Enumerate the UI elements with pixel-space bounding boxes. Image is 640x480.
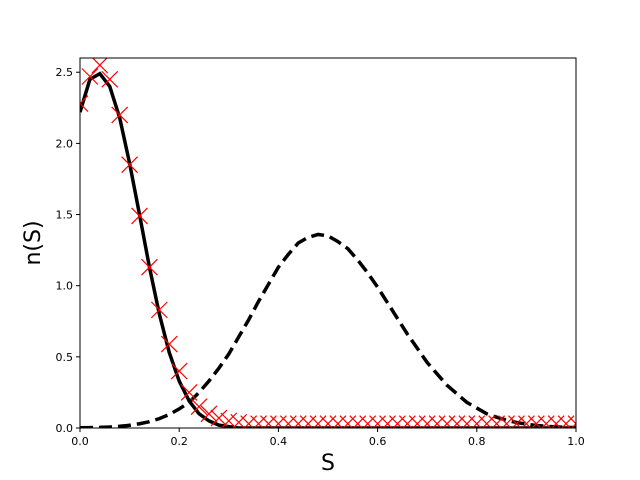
marker bbox=[547, 415, 565, 428]
marker bbox=[408, 415, 426, 428]
plot-frame bbox=[79, 57, 577, 429]
marker bbox=[398, 415, 416, 428]
marker bbox=[111, 106, 129, 124]
marker bbox=[349, 415, 367, 428]
x-tick-label: 0.0 bbox=[71, 435, 89, 448]
marker bbox=[200, 405, 218, 423]
marker bbox=[478, 415, 496, 428]
marker bbox=[379, 415, 396, 428]
marker bbox=[170, 362, 188, 380]
marker bbox=[339, 415, 357, 428]
marker bbox=[160, 335, 178, 353]
y-tick-label: 1.5 bbox=[56, 209, 74, 222]
line bbox=[80, 71, 576, 428]
marker bbox=[121, 156, 139, 174]
y-tick-label: 1.0 bbox=[56, 280, 74, 293]
y-tick-label: 0.5 bbox=[56, 351, 74, 364]
y-axis-label: n(S) bbox=[21, 220, 46, 265]
x-axis-label: S bbox=[321, 451, 335, 476]
marker bbox=[250, 415, 267, 428]
marker bbox=[359, 415, 377, 428]
marker bbox=[299, 415, 317, 428]
line bbox=[80, 232, 576, 428]
marker bbox=[101, 70, 119, 88]
marker bbox=[180, 383, 198, 401]
marker bbox=[389, 415, 406, 428]
marker bbox=[458, 415, 476, 428]
marker bbox=[329, 415, 347, 428]
marker bbox=[309, 415, 327, 428]
marker bbox=[190, 398, 208, 416]
x-tick-label: 1.0 bbox=[567, 435, 585, 448]
marker bbox=[91, 58, 109, 74]
marker bbox=[319, 415, 337, 428]
marker bbox=[418, 415, 436, 428]
marker bbox=[448, 415, 466, 428]
marker bbox=[81, 68, 99, 85]
marker bbox=[567, 415, 576, 428]
marker bbox=[131, 207, 148, 225]
x-tick-label: 0.6 bbox=[369, 435, 387, 448]
marker bbox=[260, 415, 277, 428]
marker bbox=[428, 415, 446, 428]
marker bbox=[557, 415, 575, 428]
marker bbox=[438, 415, 456, 428]
y-tick-label: 2.5 bbox=[56, 66, 74, 79]
marker bbox=[289, 415, 307, 428]
marker bbox=[537, 415, 555, 428]
marker bbox=[210, 409, 228, 427]
y-tick-label: 0.0 bbox=[56, 422, 74, 435]
x-tick-label: 0.8 bbox=[468, 435, 486, 448]
x-tick-label: 0.4 bbox=[270, 435, 288, 448]
marker bbox=[279, 415, 297, 428]
marker bbox=[150, 301, 168, 319]
y-tick-label: 2.0 bbox=[56, 137, 74, 150]
x-tick-label: 0.2 bbox=[170, 435, 188, 448]
marker bbox=[80, 95, 89, 112]
marker bbox=[498, 415, 515, 428]
marker bbox=[240, 415, 258, 428]
marker bbox=[141, 258, 158, 276]
